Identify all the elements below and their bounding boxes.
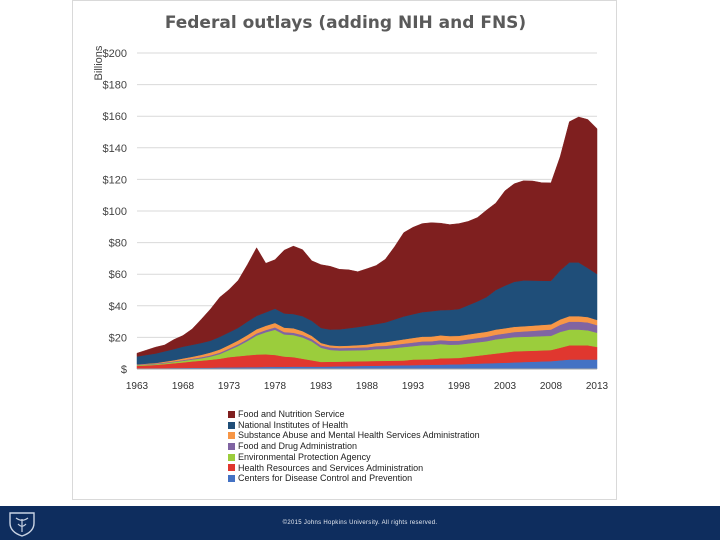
x-tick-label: 1973 — [218, 381, 241, 392]
legend-swatch — [228, 475, 235, 483]
legend-item: Centers for Disease Control and Preventi… — [228, 473, 608, 484]
legend-item: Food and Drug Administration — [228, 441, 608, 452]
x-tick-label: 2008 — [540, 381, 563, 392]
legend-swatch — [228, 432, 235, 440]
x-tick-label: 2003 — [494, 381, 517, 392]
legend-swatch — [228, 421, 235, 429]
legend-swatch — [228, 442, 235, 450]
legend-swatch — [228, 453, 235, 461]
x-tick-label: 1963 — [126, 381, 149, 392]
y-tick-label: $200 — [103, 48, 127, 60]
x-tick-label: 1993 — [402, 381, 425, 392]
legend-label: Substance Abuse and Mental Health Servic… — [238, 430, 480, 441]
legend-item: National Institutes of Health — [228, 420, 608, 431]
x-tick-label: 1988 — [356, 381, 379, 392]
x-tick-label: 1998 — [448, 381, 471, 392]
legend-item: Substance Abuse and Mental Health Servic… — [228, 430, 608, 441]
legend-label: Environmental Protection Agency — [238, 451, 371, 462]
legend-label: Food and Nutrition Service — [238, 409, 345, 419]
y-tick-label: $180 — [103, 80, 127, 92]
legend-swatch — [228, 410, 235, 418]
x-tick-label: 1978 — [264, 381, 287, 392]
y-tick-label: $120 — [103, 174, 127, 186]
y-tick-label: $20 — [109, 332, 127, 344]
y-tick-label: $100 — [103, 206, 127, 218]
area-series-food-and-nutrition-service — [136, 116, 598, 357]
y-tick-label: $40 — [109, 301, 127, 313]
area-chart: $ $20 $40 $60 $80 $100 $120 $140 $160 $180 $200 196… — [103, 48, 609, 392]
university-shield-icon — [9, 512, 35, 537]
legend-label: National Institutes of Health — [238, 419, 349, 430]
y-tick-label: $ — [121, 364, 127, 376]
x-tick-label: 1983 — [310, 381, 333, 392]
legend-label: Health Resources and Services Administra… — [238, 462, 424, 473]
chart-title: Federal outlays (adding NIH and FNS) — [164, 13, 527, 33]
y-tick-label: $160 — [103, 111, 127, 123]
y-tick-label: $60 — [109, 269, 127, 281]
y-tick-label: $140 — [103, 143, 127, 155]
x-tick-label: 1968 — [172, 381, 195, 392]
copyright-text: ©2015 Johns Hopkins University. All righ… — [282, 520, 438, 526]
x-tick-label: 2013 — [586, 381, 609, 392]
footer-bar: ©2015 Johns Hopkins University. All righ… — [0, 506, 720, 540]
legend-label: Centers for Disease Control and Preventi… — [238, 473, 413, 484]
chart-legend: Food and Nutrition Service National Insti… — [228, 409, 608, 484]
y-tick-label: $80 — [109, 238, 127, 250]
legend-label: Food and Drug Administration — [238, 441, 358, 452]
legend-item: Environmental Protection Agency — [228, 452, 608, 463]
chart-panel: Federal outlays (adding NIH and FNS) Bil… — [72, 0, 617, 500]
legend-item: Health Resources and Services Administra… — [228, 463, 608, 474]
legend-item: Food and Nutrition Service — [228, 409, 608, 420]
legend-swatch — [228, 464, 235, 472]
